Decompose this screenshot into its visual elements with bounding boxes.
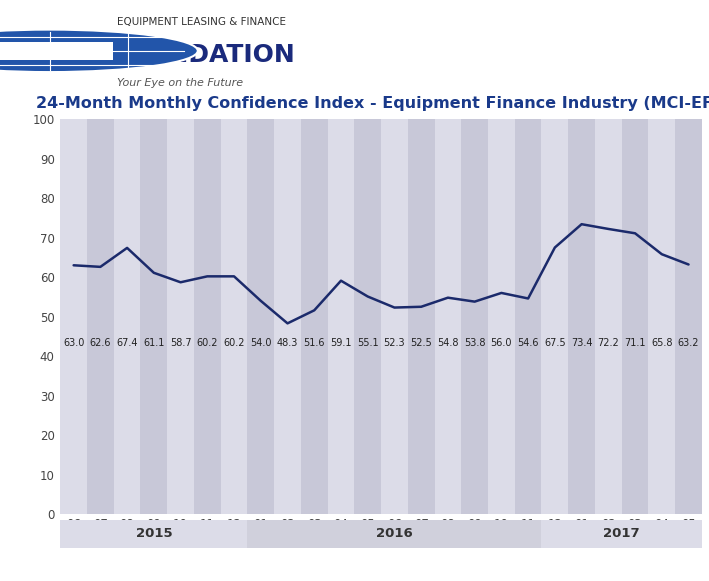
Text: Your Eye on the Future: Your Eye on the Future [117, 78, 243, 88]
Bar [354, 119, 381, 514]
Bar [167, 119, 194, 514]
Text: 73.4: 73.4 [571, 338, 592, 349]
Bar [542, 119, 568, 514]
Text: 2017: 2017 [603, 528, 640, 540]
Bar [649, 119, 675, 514]
Bar [408, 119, 435, 514]
Text: 52.3: 52.3 [384, 338, 406, 349]
Text: 72.2: 72.2 [598, 338, 619, 349]
Bar [328, 119, 354, 514]
Text: 53.8: 53.8 [464, 338, 486, 349]
Bar [0, 42, 113, 60]
Text: 54.8: 54.8 [437, 338, 459, 349]
Text: EQUIPMENT LEASING & FINANCE: EQUIPMENT LEASING & FINANCE [117, 17, 286, 27]
Bar [462, 119, 488, 514]
Text: 56.0: 56.0 [491, 338, 512, 349]
Bar [301, 119, 328, 514]
Bar [435, 119, 462, 514]
Bar [247, 119, 274, 514]
Text: 54.0: 54.0 [250, 338, 272, 349]
Bar [274, 119, 301, 514]
Text: 63.0: 63.0 [63, 338, 84, 349]
Bar [568, 119, 595, 514]
Text: 59.1: 59.1 [330, 338, 352, 349]
Text: 2016: 2016 [376, 528, 413, 540]
Bar [87, 119, 113, 514]
Text: 67.4: 67.4 [116, 338, 138, 349]
Text: 65.8: 65.8 [651, 338, 673, 349]
Bar [381, 119, 408, 514]
Bar [113, 119, 140, 514]
Text: 67.5: 67.5 [544, 338, 566, 349]
Bar [140, 119, 167, 514]
Bar [60, 119, 87, 514]
Text: 60.2: 60.2 [223, 338, 245, 349]
Bar [220, 119, 247, 514]
Text: 61.1: 61.1 [143, 338, 164, 349]
Text: 60.2: 60.2 [196, 338, 218, 349]
Text: 52.5: 52.5 [411, 338, 432, 349]
Text: 48.3: 48.3 [277, 338, 298, 349]
Text: 62.6: 62.6 [89, 338, 111, 349]
Bar [194, 119, 220, 514]
Text: 63.2: 63.2 [678, 338, 699, 349]
Text: 58.7: 58.7 [169, 338, 191, 349]
Text: FOUNDATION: FOUNDATION [110, 43, 296, 67]
Text: 71.1: 71.1 [625, 338, 646, 349]
Bar [595, 119, 622, 514]
Text: 55.1: 55.1 [357, 338, 379, 349]
Text: 51.6: 51.6 [303, 338, 325, 349]
Bar [622, 119, 649, 514]
Title: 24-Month Monthly Confidence Index - Equipment Finance Industry (MCI-EFI): 24-Month Monthly Confidence Index - Equi… [36, 96, 709, 111]
Text: 2015: 2015 [135, 528, 172, 540]
Bar [675, 119, 702, 514]
Bar [488, 119, 515, 514]
Text: 54.6: 54.6 [518, 338, 539, 349]
Bar [515, 119, 542, 514]
Circle shape [0, 30, 198, 72]
